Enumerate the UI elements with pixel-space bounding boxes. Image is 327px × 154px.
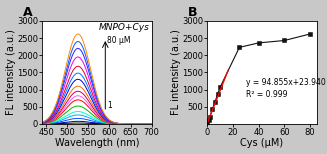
- X-axis label: Wavelength (nm): Wavelength (nm): [55, 138, 139, 148]
- Y-axis label: FL intensity (a.u.): FL intensity (a.u.): [6, 29, 16, 115]
- Text: R² = 0.999: R² = 0.999: [246, 90, 287, 99]
- Text: y = 94.855x+23.940: y = 94.855x+23.940: [246, 78, 325, 87]
- Text: 1: 1: [107, 101, 112, 110]
- X-axis label: Cys (μM): Cys (μM): [240, 138, 284, 148]
- Y-axis label: FL intensity (a.u.): FL intensity (a.u.): [171, 29, 181, 115]
- Text: B: B: [188, 6, 197, 19]
- Text: A: A: [23, 6, 32, 19]
- Text: MNPO+Cys: MNPO+Cys: [98, 23, 149, 32]
- Text: 80 μM: 80 μM: [107, 36, 131, 45]
